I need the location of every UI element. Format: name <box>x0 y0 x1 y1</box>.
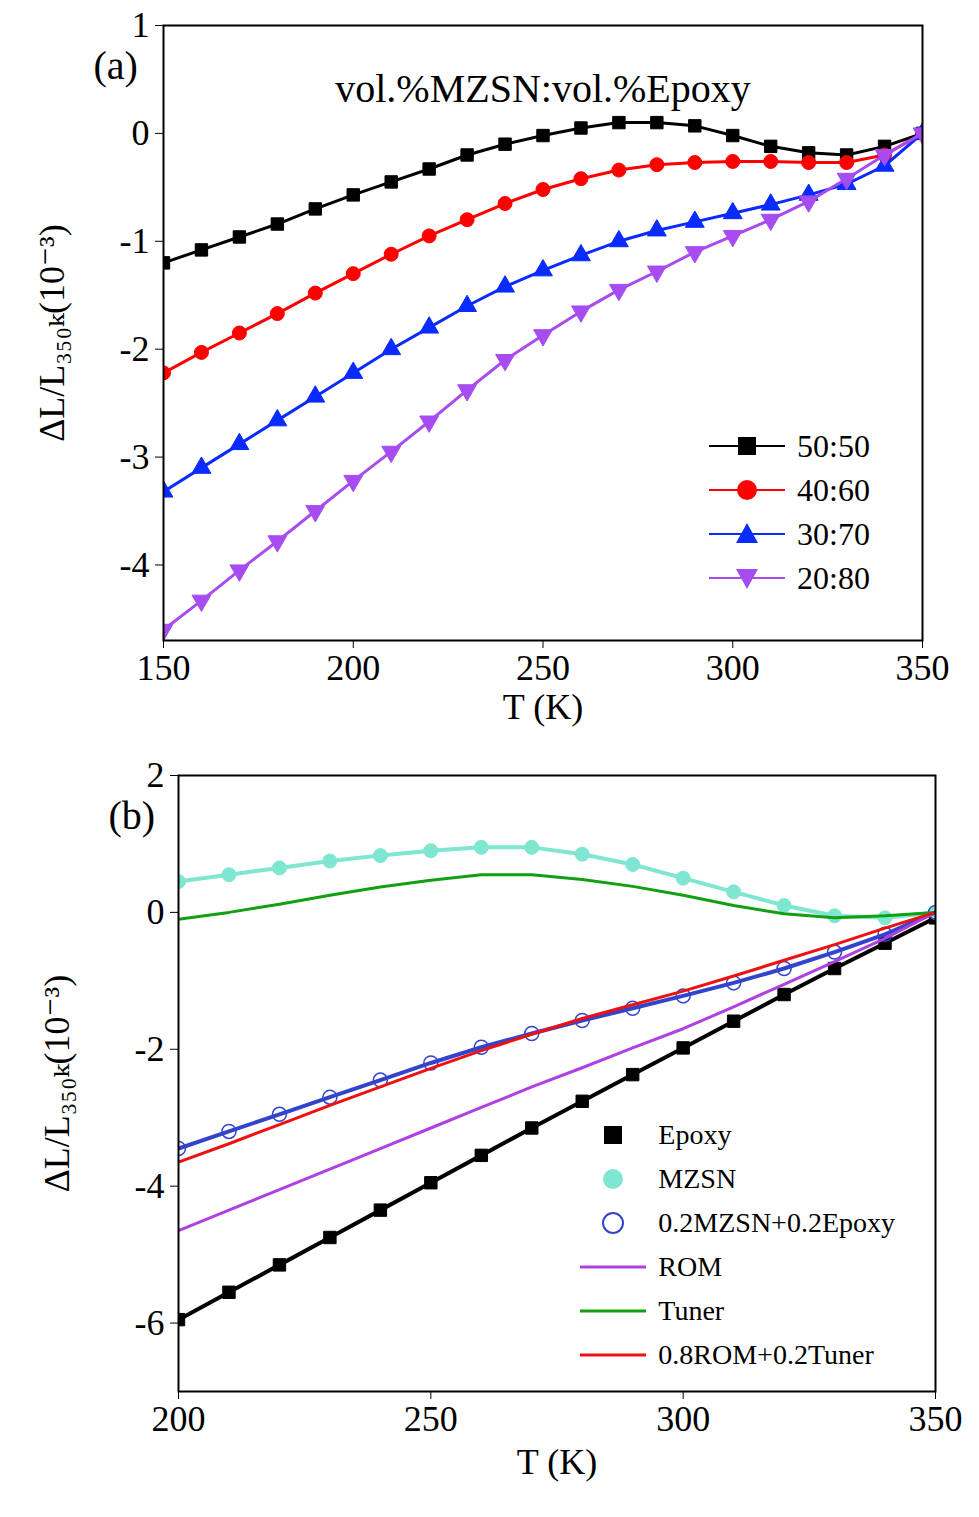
svg-text:ΔL/L₃₅₀ₖ(10⁻³): ΔL/L₃₅₀ₖ(10⁻³) <box>37 975 77 1193</box>
svg-text:350: 350 <box>909 1399 963 1439</box>
svg-text:150: 150 <box>137 648 191 688</box>
svg-text:200: 200 <box>152 1399 206 1439</box>
svg-text:(a): (a) <box>94 43 138 88</box>
html-text:40:60: 40:60 <box>797 471 870 508</box>
svg-text:-4: -4 <box>135 1166 165 1206</box>
svg-text:-2: -2 <box>120 329 150 369</box>
svg-text:-2: -2 <box>135 1029 165 1069</box>
svg-text:T (K): T (K) <box>503 687 583 727</box>
html-text:Epoxy: Epoxy <box>658 1119 732 1150</box>
svg-text:-4: -4 <box>120 544 150 584</box>
html-text:MZSN: MZSN <box>658 1163 737 1194</box>
html-text:50:50: 50:50 <box>797 427 870 464</box>
svg-text:200: 200 <box>326 648 380 688</box>
html-text:ROM: ROM <box>658 1251 723 1282</box>
html-text:0.2MZSN+0.2Epoxy: 0.2MZSN+0.2Epoxy <box>658 1207 895 1238</box>
html-text:30:70: 30:70 <box>797 515 870 552</box>
svg-text:250: 250 <box>404 1399 458 1439</box>
svg-text:(b): (b) <box>109 793 156 838</box>
svg-text:1: 1 <box>132 5 150 45</box>
svg-text:-1: -1 <box>120 221 150 261</box>
svg-text:ΔL/L₃₅₀ₖ(10⁻³): ΔL/L₃₅₀ₖ(10⁻³) <box>32 224 72 442</box>
svg-text:vol.%MZSN:vol.%Epoxy: vol.%MZSN:vol.%Epoxy <box>335 66 751 111</box>
svg-text:300: 300 <box>706 648 760 688</box>
svg-text:0: 0 <box>147 892 165 932</box>
svg-text:350: 350 <box>896 648 950 688</box>
svg-text:2: 2 <box>147 755 165 795</box>
svg-text:0: 0 <box>132 113 150 153</box>
html-text:20:80: 20:80 <box>797 559 870 596</box>
html-text:Tuner: Tuner <box>658 1295 725 1326</box>
svg-text:-6: -6 <box>135 1303 165 1343</box>
svg-text:-3: -3 <box>120 437 150 477</box>
svg-text:300: 300 <box>656 1399 710 1439</box>
svg-text:T (K): T (K) <box>517 1442 597 1482</box>
svg-text:250: 250 <box>516 648 570 688</box>
html-text:0.8ROM+0.2Tuner: 0.8ROM+0.2Tuner <box>658 1339 874 1370</box>
